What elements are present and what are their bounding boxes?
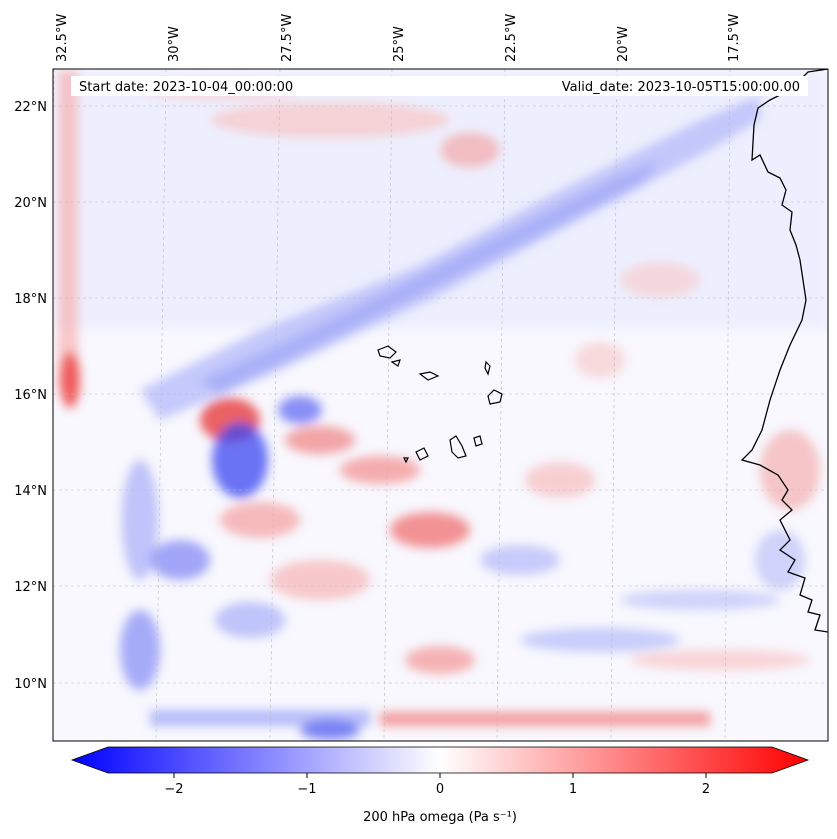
africa-coastline — [740, 69, 828, 633]
colorbar: −2 −1 0 1 2 200 hPa omega (Pa s⁻¹) — [70, 746, 810, 825]
colorbar-tick-label: 2 — [702, 782, 710, 797]
lat-label: 22°N — [14, 100, 47, 115]
lon-label: 20°W — [616, 26, 631, 62]
lon-label: 30°W — [167, 26, 182, 62]
map-panel — [52, 68, 829, 742]
lat-label: 20°N — [14, 196, 47, 211]
colorbar-tick-label: 1 — [569, 782, 577, 797]
lat-label: 18°N — [14, 292, 47, 307]
map-frame — [52, 68, 829, 742]
lon-label: 17.5°W — [727, 14, 742, 62]
lat-label: 10°N — [14, 677, 47, 692]
colorbar-ticks — [173, 773, 707, 778]
colorbar-bar — [70, 746, 810, 774]
colorbar-label: 200 hPa omega (Pa s⁻¹) — [363, 810, 517, 825]
latitude-labels: 22°N 20°N 18°N 16°N 14°N 12°N 10°N — [14, 100, 47, 692]
colorbar-tick-label: −1 — [297, 782, 316, 797]
lat-label: 12°N — [14, 580, 47, 595]
lon-label: 22.5°W — [504, 14, 519, 62]
omega-field — [53, 69, 828, 741]
lon-label: 27.5°W — [280, 14, 295, 62]
start-date-label: Start date: 2023-10-04_00:00:00 — [79, 80, 293, 95]
cape-verde-islands — [377, 345, 503, 464]
colorbar-tick-label: −2 — [164, 782, 183, 797]
date-label-box — [71, 76, 808, 96]
lat-label: 14°N — [14, 484, 47, 499]
longitude-labels: 32.5°W 30°W 27.5°W 25°W 22.5°W 20°W 17.5… — [55, 14, 742, 62]
valid-date-label: Valid_date: 2023-10-05T15:00:00.00 — [562, 80, 800, 95]
gridlines — [53, 69, 828, 741]
lon-label: 32.5°W — [55, 14, 70, 62]
lat-label: 16°N — [14, 388, 47, 403]
lon-label: 25°W — [392, 26, 407, 62]
colorbar-tick-label: 0 — [436, 782, 444, 797]
